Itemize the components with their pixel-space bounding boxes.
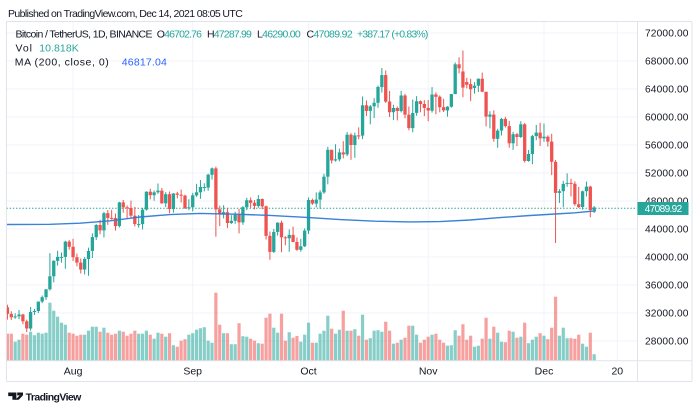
svg-text:L46290.00: L46290.00 (257, 28, 301, 40)
svg-text:32000.00: 32000.00 (645, 309, 689, 320)
svg-text:68000.00: 68000.00 (645, 57, 689, 68)
svg-text:MA (200, close, 0): MA (200, close, 0) (15, 56, 110, 68)
svg-text:64000.00: 64000.00 (645, 85, 689, 96)
svg-text:H47287.99: H47287.99 (207, 28, 252, 40)
svg-text:Published on TradingView.com,: Published on TradingView.com, Dec 14, 20… (8, 8, 243, 20)
svg-text:O46702.76: O46702.76 (157, 28, 202, 40)
svg-text:52000.00: 52000.00 (645, 169, 689, 180)
svg-text:Bitcoin / TetherUS, 1D, BINANC: Bitcoin / TetherUS, 1D, BINANCE (16, 28, 153, 40)
svg-text:Aug: Aug (64, 366, 83, 378)
svg-text:+387.17 (+0.83%): +387.17 (+0.83%) (357, 28, 428, 40)
svg-text:72000.00: 72000.00 (645, 29, 689, 40)
svg-text:60000.00: 60000.00 (645, 113, 689, 124)
svg-text:C47089.92: C47089.92 (307, 28, 353, 40)
svg-text:40000.00: 40000.00 (645, 253, 689, 264)
svg-text:28000.00: 28000.00 (645, 337, 689, 348)
svg-text:Oct: Oct (300, 366, 316, 378)
svg-text:56000.00: 56000.00 (645, 141, 689, 152)
svg-text:Dec: Dec (535, 366, 554, 378)
svg-text:47089.92: 47089.92 (645, 204, 683, 215)
svg-text:Sep: Sep (183, 366, 202, 378)
svg-text:Vol: Vol (16, 42, 33, 54)
svg-text:46817.04: 46817.04 (122, 56, 167, 68)
svg-text:20: 20 (611, 366, 623, 378)
svg-text:36000.00: 36000.00 (645, 281, 689, 292)
svg-text:10.818K: 10.818K (39, 42, 78, 54)
svg-text:Nov: Nov (419, 366, 438, 378)
svg-text:TradingView: TradingView (26, 392, 83, 404)
svg-text:44000.00: 44000.00 (645, 225, 689, 236)
